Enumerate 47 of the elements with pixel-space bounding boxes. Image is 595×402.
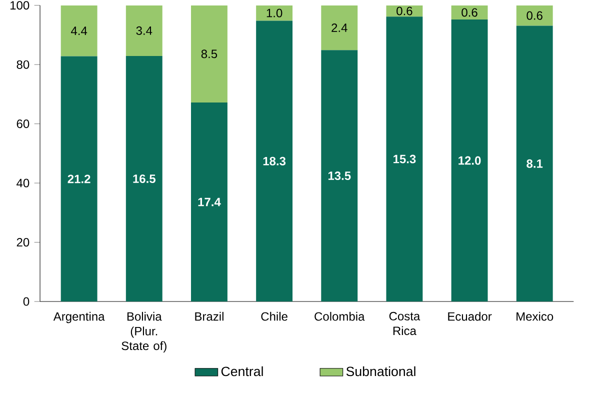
bar [256,6,293,21]
y-tick-label: 80 [16,60,30,70]
annotation: 17.4 [198,198,221,206]
legend-label: Subnational [346,366,416,376]
bar [516,26,553,302]
annotation: 0.6 [396,6,412,16]
x-tick-label: Brazil [195,312,224,321]
annotation: 15.3 [394,155,416,164]
annotation: 18.3 [263,157,286,166]
annotation: 13.5 [328,172,351,180]
y-tick-label: 100 [10,1,30,10]
y-tick-label: 20 [16,238,30,247]
x-tick-label: Chile [261,312,288,321]
y-tick-label: 0 [23,297,30,306]
annotation: 3.4 [136,26,152,36]
x-tick-label: Argentina [53,312,105,324]
bar [126,56,162,302]
annotation: 21.2 [68,174,90,184]
x-tick-label: Mexico [516,312,554,321]
annotation: 16.5 [133,174,156,184]
annotation: 1.0 [266,9,282,18]
annotation: 8.5 [201,50,218,58]
legend-label: Central [221,366,263,376]
bar [321,6,358,50]
annotation: 2.4 [332,24,348,32]
x-tick-label: Costa Rica [389,312,420,336]
bar [191,6,228,103]
bar [126,6,162,56]
annotation: 4.4 [71,26,88,36]
annotation: 12.0 [458,156,481,166]
annotation: 0.6 [526,12,542,20]
annotation: 8.1 [526,160,543,168]
bar [60,56,98,302]
bar [451,6,488,20]
bar [451,20,488,302]
annotation: 0.6 [462,8,478,17]
x-tick-label: Bolivia (Plur. State of) [122,312,166,353]
y-tick-label: 60 [16,120,30,128]
x-tick-label: Colombia [314,312,365,321]
y-tick-label: 40 [16,179,30,188]
x-tick-label: Ecuador [448,312,492,321]
bar [256,20,293,302]
bar [516,6,553,26]
bar [386,16,423,302]
bar [191,102,228,302]
bar [321,50,358,302]
bar [60,6,98,56]
